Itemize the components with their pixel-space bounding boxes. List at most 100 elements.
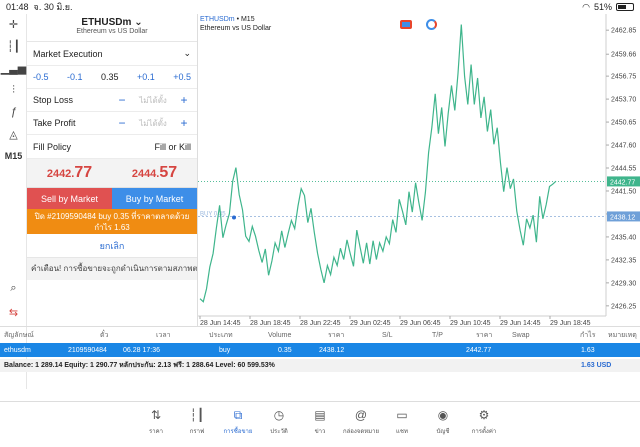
row-ticket: 2109590484 <box>68 346 107 354</box>
x-tick-label: 29 Jun 18:45 <box>550 320 591 326</box>
volume-plus-tenth[interactable]: +0.1 <box>136 72 155 82</box>
row-open-price: 2438.12 <box>319 346 345 354</box>
price-series-line <box>199 24 557 303</box>
fill-policy-row[interactable]: Fill Policy Fill or Kill <box>27 135 197 159</box>
zoom-icon[interactable]: ⌕ <box>10 281 17 294</box>
chart-symbol: ETHUSDm <box>200 16 235 23</box>
quotes-icon: ⇅ <box>150 408 162 422</box>
chart-canvas[interactable]: 2462.85 2459.66 2456.75 2453.70 2450.65 2447.… <box>198 14 640 327</box>
ask-price: 2444.57 <box>131 164 178 181</box>
y-tick-label: 2459.66 <box>611 52 636 59</box>
objects-icon[interactable]: ◬ <box>9 128 18 141</box>
col-comment: หมายเหตุ <box>608 331 637 339</box>
nav-trade[interactable]: ⧉ การซื้อขาย <box>218 402 259 447</box>
y-tick-label: 2441.50 <box>611 188 636 195</box>
price-quotes: 2442.77 2444.57 <box>27 159 197 188</box>
take-profit-label: Take Profit <box>33 118 76 128</box>
col-time: เวลา <box>156 331 171 339</box>
stop-loss-minus-button[interactable]: − <box>118 93 126 107</box>
open-price-badge <box>607 211 640 222</box>
table-row[interactable]: ethusdm 2109590484 06.28 17:36 buy 0.35 … <box>0 343 640 357</box>
volume-value[interactable]: 0.35 <box>100 72 119 82</box>
trade-line-label: BUY 0.35 <box>200 211 226 217</box>
row-volume: 0.35 <box>278 346 292 354</box>
take-profit-plus-button[interactable]: + <box>180 116 188 130</box>
nav-history[interactable]: ◷ ประวัติ <box>259 402 300 447</box>
warning-text: คำเตือน! การซื้อขายจะถูกดำเนินการตามสภาพ… <box>27 258 197 280</box>
function-icon[interactable]: ƒ <box>10 106 17 118</box>
col-type: ประเภท <box>209 331 233 339</box>
y-tick-label: 2453.70 <box>611 97 636 104</box>
balance-summary: Balance: 1 289.14 Equity: 1 290.77 หลักป… <box>4 362 275 369</box>
take-profit-minus-button[interactable]: − <box>118 116 126 130</box>
refresh-icon[interactable] <box>426 19 437 30</box>
nav-chart[interactable]: ┆┃ กราฟ <box>177 402 218 447</box>
nav-settings[interactable]: ⚙ การตั้งค่า <box>464 402 505 447</box>
cancel-button[interactable]: ยกเลิก <box>27 234 197 258</box>
nav-chat[interactable]: ▭ แชท <box>382 402 423 447</box>
row-time: 06.28 17:36 <box>123 346 160 354</box>
y-tick-label: 2456.75 <box>611 74 636 81</box>
close-position-button[interactable]: ปิด #2109590484 buy 0.35 ที่ราคาตลาดด้วย… <box>27 209 197 234</box>
timeframe-button[interactable]: M15 <box>4 151 23 161</box>
status-bar: 01:48 จ. 30 มิ.ย. ◠ 51% <box>0 0 640 14</box>
crosshair-icon[interactable]: ✛ <box>8 18 19 31</box>
account-icon: ◉ <box>437 408 449 422</box>
chevron-down-icon: ⌄ <box>183 48 191 58</box>
candles-icon[interactable]: ┆┃ <box>6 40 21 53</box>
mailbox-icon: @ <box>354 408 368 422</box>
y-tick-label: 2429.30 <box>611 280 636 287</box>
y-tick-label: 2444.55 <box>611 166 636 173</box>
volume-minus-half[interactable]: -0.5 <box>33 72 49 82</box>
total-profit: 1.63 USD <box>581 362 612 369</box>
chat-icon: ▭ <box>396 408 408 422</box>
trade-buttons: Sell by Market Buy by Market <box>27 188 197 209</box>
balance-bar: Balance: 1 289.14 Equity: 1 290.77 หลักป… <box>0 359 640 372</box>
sell-by-market-button[interactable]: Sell by Market <box>27 188 112 209</box>
col-ticket: ตั๋ว <box>100 331 109 339</box>
volume-plus-half[interactable]: +0.5 <box>173 72 191 82</box>
nav-mailbox[interactable]: @ กล่องจดหมาย <box>341 402 382 447</box>
col-price: ราคา <box>476 331 493 339</box>
chart-icon: ┆┃ <box>189 408 205 422</box>
y-tick-label: 2462.85 <box>611 28 636 35</box>
col-open-price: ราคา <box>328 331 345 339</box>
trade-icon: ⧉ <box>233 408 243 422</box>
x-tick-label: 29 Jun 10:45 <box>450 320 491 326</box>
execution-select[interactable]: Market Execution ⌄ <box>27 42 197 66</box>
price-chart[interactable]: 2462.85 2459.66 2456.75 2453.70 2450.65 2447.… <box>198 14 640 327</box>
positions-header: สัญลักษณ์ ตั๋ว เวลา ประเภท Volume ราคา S… <box>0 326 640 343</box>
y-tick-label: 2450.65 <box>611 120 636 127</box>
col-symbol: สัญลักษณ์ <box>4 331 34 339</box>
chart-description: Ethereum vs US Dollar <box>200 25 272 32</box>
nav-account[interactable]: ◉ บัญชี <box>423 402 464 447</box>
chart-timeframe: M15 <box>240 16 255 23</box>
nav-quotes[interactable]: ⇅ ราคา <box>136 402 177 447</box>
volume-minus-tenth[interactable]: -0.1 <box>66 72 83 82</box>
nav-news[interactable]: ▤ ข่าว <box>300 402 341 447</box>
bars-icon[interactable]: ▁▃▅ <box>0 62 27 75</box>
order-panel: ETHUSDm ⌄ Ethereum vs US Dollar Market E… <box>27 14 198 326</box>
symbol-description: Ethereum vs US Dollar <box>76 28 148 35</box>
indicators-icon[interactable]: ⫶ <box>12 83 15 96</box>
symbol-header[interactable]: ETHUSDm ⌄ Ethereum vs US Dollar <box>27 14 197 42</box>
trade-icon[interactable]: ⇆ <box>8 306 19 319</box>
row-current-price: 2442.77 <box>466 346 492 354</box>
bid-price-badge <box>607 176 640 187</box>
execution-label: Market Execution <box>33 48 103 59</box>
take-profit-row: Take Profit − ไม่ได้ตั้ง + <box>27 112 197 135</box>
stop-loss-input[interactable]: ไม่ได้ตั้ง <box>139 95 167 105</box>
take-profit-input[interactable]: ไม่ได้ตั้ง <box>139 118 167 128</box>
history-icon: ◷ <box>273 408 285 422</box>
one-click-trading-icon[interactable] <box>400 20 412 29</box>
x-tick-label: 28 Jun 22:45 <box>300 320 341 326</box>
y-tick-label: 2432.35 <box>611 257 636 264</box>
volume-stepper: -0.5 -0.1 0.35 +0.1 +0.5 <box>27 66 197 89</box>
y-tick-label: 2426.25 <box>611 303 636 310</box>
col-volume: Volume <box>268 331 292 339</box>
chevron-down-icon: ⌄ <box>134 17 143 28</box>
buy-by-market-button[interactable]: Buy by Market <box>112 188 197 209</box>
stop-loss-plus-button[interactable]: + <box>180 93 188 107</box>
battery-icon <box>616 3 634 11</box>
fill-policy-value: Fill or Kill <box>154 141 191 152</box>
